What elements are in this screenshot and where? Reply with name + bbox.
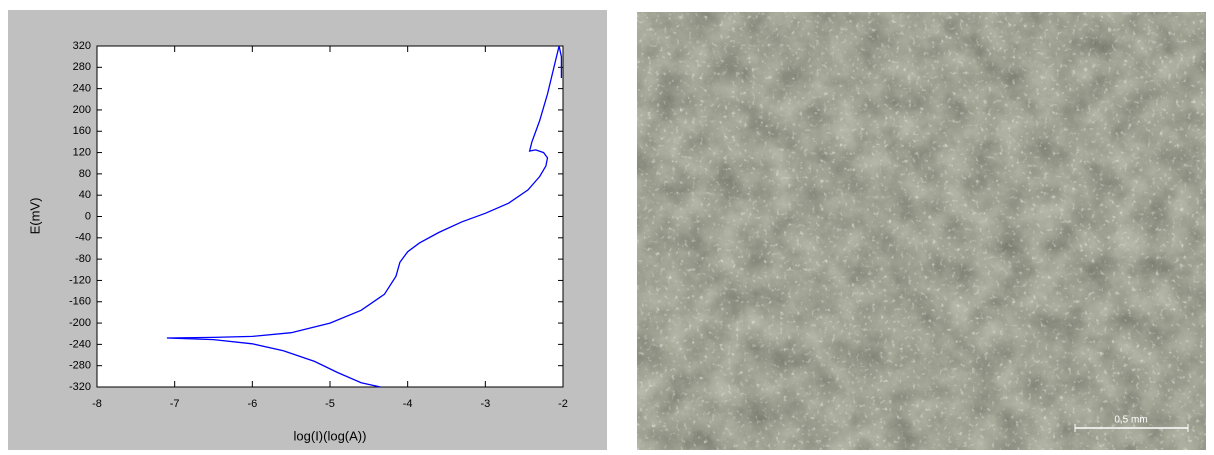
y-axis-title: E(mV)	[27, 198, 42, 235]
scale-bar-label: 0,5 mm	[1114, 415, 1147, 426]
y-tick-label: 120	[73, 146, 91, 158]
x-tick-label: -4	[403, 398, 413, 410]
y-tick-label: 240	[73, 83, 91, 95]
y-tick-label: -280	[69, 360, 91, 372]
y-tick-label: -160	[69, 296, 91, 308]
photo-highlights	[637, 12, 1206, 450]
x-axis-title: log(I)(log(A))	[294, 428, 367, 443]
y-tick-label: -200	[69, 317, 91, 329]
y-tick-label: 80	[79, 168, 91, 180]
y-tick-label: 160	[73, 125, 91, 137]
y-tick-label: 320	[73, 40, 91, 52]
micrograph: 0,5 mm	[637, 12, 1206, 450]
y-tick-label: 200	[73, 104, 91, 116]
y-tick-label: -80	[75, 253, 91, 265]
x-tick-label: -3	[480, 398, 490, 410]
y-tick-label: -120	[69, 274, 91, 286]
y-tick-label: 280	[73, 61, 91, 73]
x-tick-label: -7	[170, 398, 180, 410]
plot-area	[96, 45, 564, 388]
y-tick-label: 40	[79, 189, 91, 201]
data-line	[166, 45, 563, 388]
y-tick-label: -40	[75, 232, 91, 244]
x-tick-label: -5	[325, 398, 335, 410]
x-tick-label: -8	[92, 398, 102, 410]
y-tick-label: 0	[85, 210, 91, 222]
x-tick-label: -2	[558, 398, 568, 410]
x-tick-label: -6	[247, 398, 257, 410]
y-tick-label: -320	[69, 381, 91, 393]
y-tick-label: -240	[69, 338, 91, 350]
